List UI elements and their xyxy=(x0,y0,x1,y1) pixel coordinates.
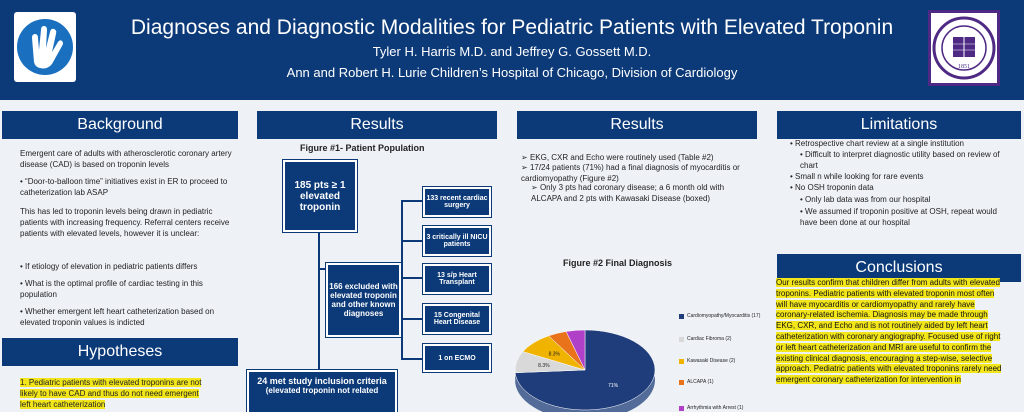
pie-slice-side xyxy=(515,330,655,412)
pie-slice-label: 8.3% xyxy=(538,363,550,369)
flow-connector-main xyxy=(318,232,320,372)
limitations-heading: Limitations xyxy=(777,111,1021,139)
legend-swatch xyxy=(679,358,684,364)
flow-box-included: 24 met study inclusion criteria (elevate… xyxy=(247,370,397,412)
pie-slice-label: 71% xyxy=(608,383,619,389)
limitation-3: • Small n while looking for rare events xyxy=(790,172,924,181)
flow-connector-exclusions xyxy=(401,200,403,360)
poster-affiliation: Ann and Robert H. Lurie Children’s Hospi… xyxy=(286,65,738,80)
svg-text:1851: 1851 xyxy=(958,64,970,70)
pie-legend-item: Kawasaki Disease (2) xyxy=(679,358,735,364)
limitation-2: • Difficult to interpret diagnostic util… xyxy=(800,150,1000,170)
background-heading: Background xyxy=(2,111,238,139)
flow-connector-excl-3 xyxy=(401,277,423,279)
poster-authors: Tyler H. Harris M.D. and Jeffrey G. Goss… xyxy=(372,44,652,59)
pie-chart: 71% 8.3% 8.3% xyxy=(514,329,656,412)
flow-box-excl-5: 1 on ECMO xyxy=(423,344,491,372)
figure-2-title: Figure #2 Final Diagnosis xyxy=(563,258,673,268)
pie-slice-label: 8.3% xyxy=(549,352,561,358)
legend-label: ALCAPA (1) xyxy=(687,379,714,385)
flow-connector-excl-4 xyxy=(401,318,423,320)
hand-logo-icon xyxy=(14,12,76,82)
legend-swatch xyxy=(679,313,684,319)
legend-label: Cardiac Fibroma (2) xyxy=(687,336,732,342)
figure-1-title: Figure #1- Patient Population xyxy=(300,143,425,153)
flow-connector-excluded xyxy=(318,268,328,270)
pie-legend-item: Cardiac Fibroma (2) xyxy=(679,336,731,342)
flow-box-excl-2: 3 critically ill NICU patients xyxy=(423,226,491,256)
legend-label: Cardiomyopathy/Myocarditis (17) xyxy=(687,313,761,319)
background-para-1: Emergent care of adults with atheroscler… xyxy=(20,149,232,169)
results-bullet-3: ➢ Only 3 pts had coronary disease; a 6 m… xyxy=(531,183,725,203)
legend-label: Arrhythmia with Arrest (1) xyxy=(687,405,744,411)
limitation-5: • Only lab data was from our hospital xyxy=(800,195,931,204)
flow-box-excl-1: 133 recent cardiac surgery xyxy=(423,187,491,217)
poster-header: Diagnoses and Diagnostic Modalities for … xyxy=(0,0,1024,100)
pie-slice xyxy=(565,329,586,371)
background-para-2: This has led to troponin levels being dr… xyxy=(20,207,230,238)
flow-connector-excl-5 xyxy=(401,358,423,360)
legend-label: Kawasaki Disease (2) xyxy=(687,358,736,364)
flow-connector-excl-2 xyxy=(401,240,423,242)
university-seal-icon: 1851 xyxy=(928,10,1000,86)
limitation-6: • We assumed if troponin positive at OSH… xyxy=(800,207,997,227)
limitation-4: • No OSH troponin data xyxy=(790,183,874,192)
conclusions-heading: Conclusions xyxy=(777,254,1021,282)
legend-swatch xyxy=(679,336,684,342)
pie-legend-item: ALCAPA (1) xyxy=(679,379,714,385)
conclusions-text: Our results confirm that children differ… xyxy=(776,278,1002,385)
background-bullet-3: • What is the optimal profile of cardiac… xyxy=(20,279,203,299)
pie-legend-item: Arrhythmia with Arrest (1) xyxy=(679,405,743,411)
poster-title: Diagnoses and Diagnostic Modalities for … xyxy=(130,16,894,39)
results-heading-1: Results xyxy=(257,111,497,139)
background-bullet-1: • “Door-to-balloon time” initiatives exi… xyxy=(20,177,228,197)
flow-connector-excl-1 xyxy=(401,200,423,202)
legend-swatch xyxy=(679,405,684,411)
hypothesis-1: 1. Pediatric patients with elevated trop… xyxy=(20,378,202,409)
background-bullet-2: • If etiology of elevation in pediatric … xyxy=(20,262,198,271)
flow-box-excl-4: 15 Congenital Heart Disease xyxy=(423,304,491,334)
flow-box-excluded: 166 excluded with elevated troponin and … xyxy=(326,263,401,337)
results-heading-2: Results xyxy=(517,111,757,139)
legend-swatch xyxy=(679,379,684,385)
results-bullet-1: ➢ EKG, CXR and Echo were routinely used … xyxy=(521,153,714,162)
hypotheses-heading: Hypotheses xyxy=(2,338,238,366)
flow-box-start: 185 pts ≥ 1 elevated troponin xyxy=(283,160,357,232)
pie-legend-item: Cardiomyopathy/Myocarditis (17) xyxy=(679,313,760,319)
flow-box-excl-3: 13 s/p Heart Transplant xyxy=(423,264,491,294)
results-bullet-2: ➢ 17/24 patients (71%) had a final diagn… xyxy=(521,163,740,183)
background-bullet-4: • Whether emergent left heart catheteriz… xyxy=(20,307,215,327)
limitation-1: • Retrospective chart review at a single… xyxy=(790,139,964,148)
